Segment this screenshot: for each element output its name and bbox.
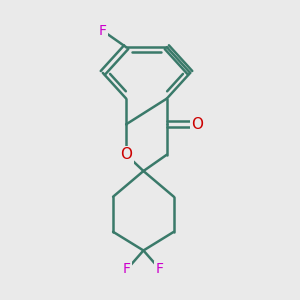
Text: F: F [156,262,164,276]
Text: O: O [120,147,132,162]
Text: O: O [191,117,203,132]
Text: F: F [123,262,131,276]
Text: F: F [99,24,107,38]
